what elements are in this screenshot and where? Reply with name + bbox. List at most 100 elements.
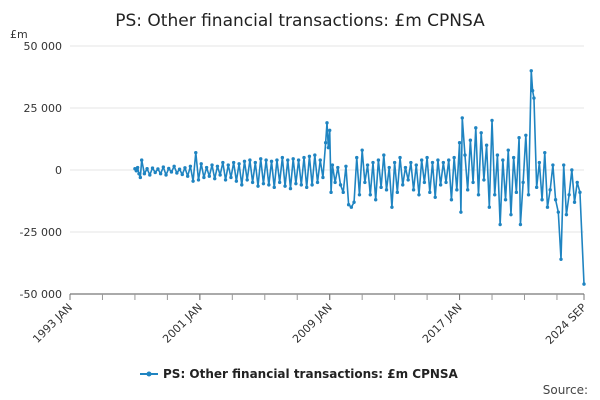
x-tick-label: 2017 JAN	[420, 301, 465, 346]
data-point	[444, 180, 448, 185]
data-point	[267, 183, 271, 187]
data-point	[441, 160, 446, 165]
data-point	[459, 210, 463, 214]
series-layer	[133, 69, 586, 286]
data-point	[307, 154, 312, 159]
data-point	[455, 188, 459, 192]
data-point	[403, 165, 408, 170]
data-point	[511, 155, 516, 160]
data-point	[384, 188, 389, 192]
data-point	[428, 190, 432, 195]
data-point	[537, 160, 542, 165]
x-tick-label: 2009 JAN	[290, 301, 335, 346]
data-point	[387, 165, 391, 170]
data-point	[373, 198, 378, 202]
data-point	[172, 164, 176, 168]
chart-title: PS: Other financial transactions: £m CPN…	[115, 11, 485, 31]
data-point	[556, 210, 560, 214]
data-point	[175, 171, 179, 175]
data-point	[240, 183, 244, 187]
data-point	[196, 178, 201, 182]
legend[interactable]: PS: Other financial transactions: £m CPN…	[140, 367, 459, 381]
data-point	[221, 160, 225, 165]
x-tick-label: 2001 JAN	[160, 301, 205, 346]
data-point	[376, 158, 381, 162]
data-point	[398, 155, 402, 160]
data-point	[315, 180, 320, 185]
data-point	[194, 150, 198, 155]
data-point	[433, 195, 437, 199]
data-point	[213, 176, 217, 181]
data-point	[207, 174, 212, 178]
data-point	[134, 169, 138, 173]
data-point	[534, 185, 539, 190]
data-point	[463, 153, 467, 157]
data-point	[360, 148, 364, 152]
data-point	[559, 257, 563, 261]
data-point	[164, 173, 168, 177]
data-point	[484, 143, 489, 147]
data-point	[460, 116, 464, 120]
data-point	[570, 168, 574, 172]
data-point	[401, 183, 405, 187]
data-point	[277, 180, 282, 185]
data-point	[325, 121, 329, 125]
data-point	[390, 205, 394, 209]
data-point	[363, 180, 367, 185]
data-point	[161, 165, 166, 169]
data-point	[328, 128, 332, 133]
data-point	[355, 155, 359, 160]
data-point	[474, 126, 478, 130]
data-point	[365, 163, 370, 167]
data-point	[156, 167, 160, 171]
data-point	[323, 141, 328, 145]
data-point	[318, 158, 322, 162]
legend-label: PS: Other financial transactions: £m CPN…	[163, 367, 459, 381]
data-point	[188, 164, 193, 168]
data-point	[567, 193, 571, 197]
data-point	[438, 183, 443, 187]
data-point	[382, 153, 386, 157]
data-point	[338, 183, 343, 187]
data-point	[321, 175, 325, 180]
data-point	[288, 186, 293, 191]
data-point	[406, 178, 410, 182]
data-point	[336, 165, 340, 170]
data-point	[346, 203, 351, 207]
y-axis-ticks: 50 000 25 000 0 -25 000 -50 000	[20, 40, 62, 301]
x-tick-label: 1993 JAN	[30, 301, 75, 346]
data-point	[457, 141, 462, 145]
data-point	[135, 165, 140, 170]
data-point	[296, 158, 301, 162]
data-point	[578, 190, 582, 195]
data-point	[138, 175, 143, 180]
data-point	[330, 163, 335, 167]
data-point	[540, 198, 544, 202]
y-tick-label: -50 000	[20, 288, 62, 301]
data-point	[215, 164, 220, 168]
data-point	[199, 162, 203, 166]
data-point	[543, 150, 547, 155]
data-point	[471, 180, 475, 185]
data-point	[202, 175, 206, 180]
data-point	[501, 158, 505, 162]
data-point	[139, 158, 144, 162]
data-point	[286, 158, 290, 162]
data-point	[326, 145, 331, 150]
data-point	[167, 166, 171, 171]
data-point	[280, 155, 285, 160]
data-point	[272, 185, 276, 190]
data-point	[509, 212, 513, 217]
data-point	[256, 184, 260, 188]
data-point	[333, 180, 337, 185]
data-point	[341, 190, 345, 195]
data-point	[530, 88, 535, 93]
data-point	[231, 160, 236, 165]
data-point	[521, 180, 525, 185]
data-point	[357, 193, 362, 197]
data-point	[551, 163, 555, 167]
data-point	[349, 205, 354, 209]
data-point	[514, 190, 519, 195]
